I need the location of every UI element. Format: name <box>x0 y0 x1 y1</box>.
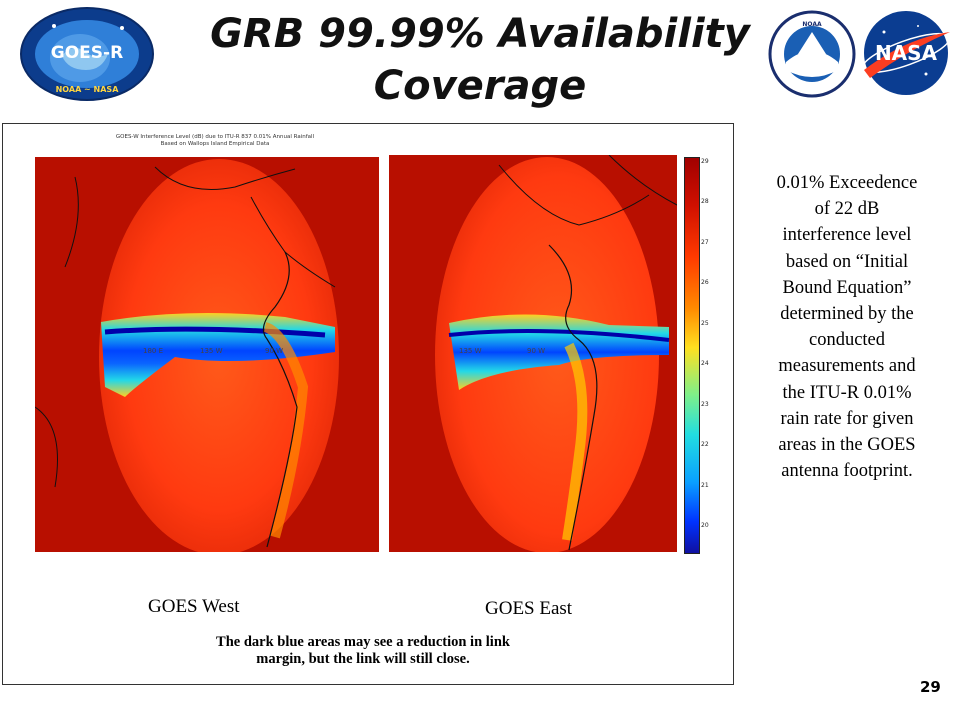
colorbar-tick: 29 <box>701 158 709 165</box>
side-note-line: interference level <box>782 225 912 246</box>
side-note-line: based on “Initial <box>785 251 909 272</box>
figure-header-line2: Based on Wallops Island Empirical Data <box>160 141 270 147</box>
side-note-line: areas in the GOES <box>778 435 916 456</box>
side-note-line: Bound Equation” <box>782 277 912 298</box>
figure-header-line1: GOES-W Interference Level (dB) due to IT… <box>115 134 315 140</box>
side-note-line: conducted <box>808 330 886 351</box>
side-note-line: measurements and <box>778 356 916 377</box>
goes-west-map: 180 E 135 W 90 W <box>35 157 379 552</box>
goes-logo-text: GOES-R <box>51 43 123 63</box>
side-note-line: antenna footprint. <box>781 461 913 482</box>
goes-east-caption: GOES East <box>485 598 573 619</box>
slide-title-line1: GRB 99.99% Availability <box>210 11 750 57</box>
slide-title-line2: Coverage <box>373 63 587 109</box>
side-note: 0.01% Exceedence of 22 dB interference l… <box>740 170 954 484</box>
noaa-logo-text: NOAA <box>802 21 822 28</box>
side-note-line: rain rate for given <box>780 408 914 429</box>
colorbar-tick: 24 <box>701 360 709 367</box>
side-note-line: the ITU-R 0.01% <box>782 382 912 403</box>
colorbar-tick: 23 <box>701 401 709 408</box>
noaa-logo: NOAA <box>768 10 856 98</box>
side-note-line: 0.01% Exceedence <box>776 173 918 193</box>
colorbar-tick: 21 <box>701 482 709 489</box>
goes-west-caption: GOES West <box>148 596 240 617</box>
interference-figure: GOES-W Interference Level (dB) due to IT… <box>2 123 734 685</box>
west-lon-label: 180 E <box>143 347 163 355</box>
goes-east-map: 135 W 90 W <box>389 155 677 552</box>
east-lon-label: 90 W <box>527 347 545 355</box>
colorbar-tick: 20 <box>701 522 709 529</box>
slide-title: GRB 99.99% Availability Coverage <box>180 8 780 112</box>
west-lon-label: 90 W <box>265 347 283 355</box>
page-number: 29 <box>920 678 941 696</box>
colorbar-tick: 25 <box>701 320 709 327</box>
colorbar-tick: 27 <box>701 239 709 246</box>
nasa-logo-text: NASA <box>875 41 938 65</box>
nasa-logo: NASA <box>861 11 951 95</box>
figure-note-line2: margin, but the link will still close. <box>256 651 470 667</box>
west-lon-label: 135 W <box>200 347 223 355</box>
figure-header: GOES-W Interference Level (dB) due to IT… <box>95 134 335 148</box>
goes-logo-ring-text: NOAA ~ NASA <box>56 85 120 94</box>
colorbar <box>684 157 700 554</box>
figure-note-line1: The dark blue areas may see a reduction … <box>216 634 510 650</box>
goes-r-logo: GOES-R NOAA ~ NASA <box>20 7 154 101</box>
side-note-line: determined by the <box>780 304 914 325</box>
east-lon-label: 135 W <box>459 347 482 355</box>
colorbar-tick: 22 <box>701 441 709 448</box>
colorbar-tick: 28 <box>701 198 709 205</box>
side-note-line: of 22 dB <box>814 199 880 220</box>
figure-note: The dark blue areas may see a reduction … <box>123 634 603 668</box>
colorbar-tick: 26 <box>701 279 709 286</box>
